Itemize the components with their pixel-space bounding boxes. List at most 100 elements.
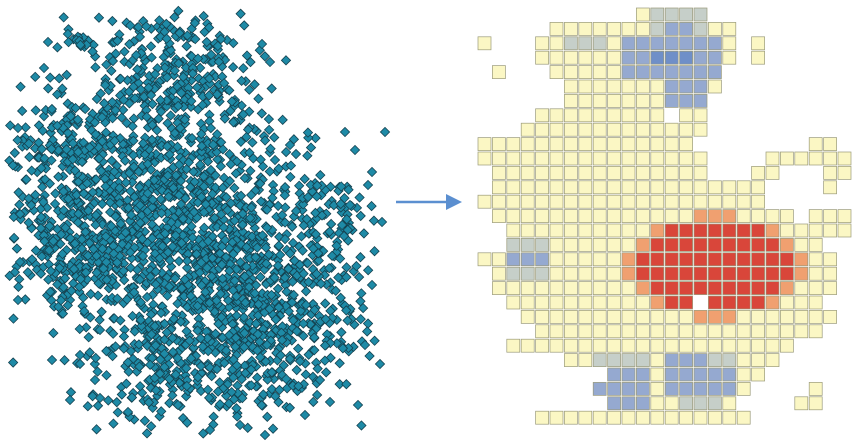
point-marker <box>264 56 276 68</box>
grid-cell <box>751 209 765 223</box>
point-marker <box>265 143 276 154</box>
grid-cell <box>664 353 679 367</box>
grid-cell <box>679 396 693 411</box>
point-marker <box>235 257 246 268</box>
point-marker <box>196 257 207 268</box>
point-marker <box>147 98 158 110</box>
point-marker <box>205 122 217 134</box>
point-marker <box>294 356 306 367</box>
point-marker <box>356 288 367 299</box>
point-marker <box>287 221 298 232</box>
grid-cell <box>564 410 578 425</box>
point-marker <box>119 46 130 57</box>
point-marker <box>197 341 208 352</box>
grid-cell <box>592 122 607 137</box>
grid-cell <box>492 65 506 79</box>
grid-cell <box>751 367 765 382</box>
grid-cell <box>794 324 809 339</box>
grid-cell <box>751 353 765 367</box>
point-marker <box>136 320 147 332</box>
point-marker <box>157 241 168 252</box>
point-marker <box>351 260 362 272</box>
point-marker <box>284 248 296 259</box>
grid-cell <box>636 223 650 238</box>
grid-cell <box>664 281 679 295</box>
grid-cell <box>650 209 665 223</box>
point-marker <box>239 20 250 31</box>
grid-cell <box>578 180 593 195</box>
grid-cell <box>578 281 593 295</box>
point-marker <box>216 311 227 323</box>
point-marker <box>127 310 138 322</box>
point-marker <box>204 362 215 373</box>
point-marker <box>118 94 129 106</box>
grid-cell <box>564 137 578 151</box>
grid-cell <box>578 166 593 180</box>
grid-cell <box>722 194 737 209</box>
grid-cell <box>578 223 593 238</box>
point-marker <box>213 56 225 67</box>
grid-cell <box>578 137 593 151</box>
point-marker <box>76 243 88 254</box>
grid-cell <box>592 281 607 295</box>
grid-cell <box>708 65 722 79</box>
point-marker <box>313 255 324 266</box>
grid-cell <box>578 151 593 166</box>
point-marker <box>74 349 86 361</box>
point-marker <box>212 40 223 52</box>
grid-cell <box>794 252 809 267</box>
grid-cell <box>808 266 823 281</box>
grid-cell <box>708 281 722 295</box>
point-marker <box>293 380 304 392</box>
point-marker <box>281 373 292 385</box>
point-marker <box>46 143 57 155</box>
point-marker <box>184 335 195 346</box>
grid-cell <box>823 252 837 267</box>
grid-cell <box>607 166 621 180</box>
grid-cell <box>650 266 665 281</box>
point-marker <box>107 96 118 108</box>
grid-cell <box>564 194 578 209</box>
grid-cell <box>492 266 506 281</box>
grid-cell <box>592 65 607 79</box>
grid-cell <box>506 151 521 166</box>
grid-cell <box>650 252 665 267</box>
point-marker <box>139 415 151 426</box>
grid-cell <box>636 94 650 108</box>
point-marker <box>30 105 41 116</box>
grid-cell <box>693 252 708 267</box>
point-marker <box>249 288 260 299</box>
point-marker <box>273 302 284 313</box>
point-marker <box>126 392 138 403</box>
point-marker <box>190 33 201 45</box>
point-marker <box>141 428 153 439</box>
grid-cell <box>794 151 809 166</box>
grid-cell <box>765 324 780 339</box>
point-marker <box>132 64 143 75</box>
grid-cell <box>664 310 679 324</box>
point-marker <box>146 219 158 230</box>
point-marker <box>122 357 134 368</box>
point-marker <box>80 103 91 115</box>
point-marker <box>49 198 61 210</box>
grid-cell <box>736 194 751 209</box>
point-marker <box>127 353 139 365</box>
point-marker <box>76 156 88 168</box>
point-marker <box>145 271 156 282</box>
grid-cell <box>679 310 693 324</box>
grid-cell <box>650 353 665 367</box>
point-marker <box>155 307 167 319</box>
point-marker <box>218 78 230 89</box>
point-marker <box>222 204 233 216</box>
point-marker <box>200 286 211 298</box>
point-marker <box>247 260 258 271</box>
grid-cell <box>636 122 650 137</box>
point-marker <box>69 238 81 249</box>
point-marker <box>69 165 81 176</box>
grid-cell <box>722 50 737 65</box>
grid-cell <box>506 252 521 267</box>
point-marker <box>188 166 199 177</box>
point-marker <box>62 127 74 139</box>
grid-cell <box>592 22 607 36</box>
grid-cell <box>650 382 665 396</box>
